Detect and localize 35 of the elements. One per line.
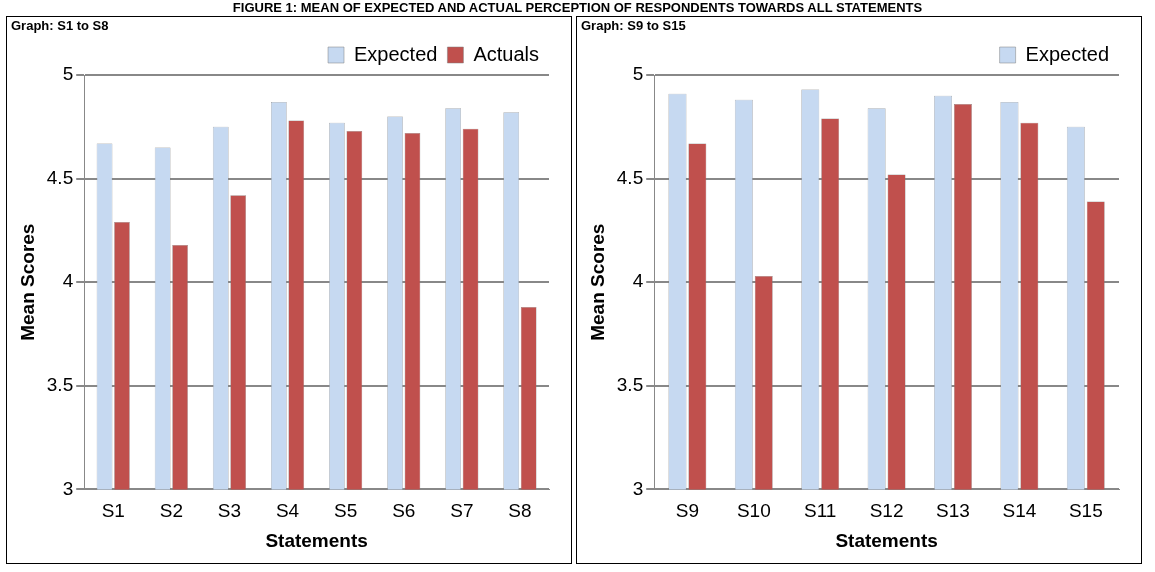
x-tick-label: S15 bbox=[1068, 500, 1103, 522]
y-tick-label: 4.5 bbox=[616, 166, 644, 188]
x-tick-label: S12 bbox=[869, 500, 904, 522]
y-tick-label: 3.5 bbox=[616, 374, 644, 396]
x-tick-label: S10 bbox=[736, 500, 771, 522]
y-tick-label: 3 bbox=[632, 477, 644, 499]
y-tick-label: 4 bbox=[632, 270, 644, 292]
y-tick-label: 4.5 bbox=[46, 166, 74, 188]
legend-label: Expected bbox=[1025, 42, 1109, 65]
x-tick-label: S8 bbox=[508, 500, 532, 522]
x-tick-label: S9 bbox=[675, 500, 700, 522]
x-axis-title: Statements bbox=[835, 529, 938, 551]
x-tick-label: S1 bbox=[101, 500, 125, 522]
y-tick-label: 5 bbox=[632, 63, 644, 85]
x-tick-label: S7 bbox=[450, 500, 474, 522]
chart-subtitle: Graph: S1 to S8 bbox=[10, 17, 110, 35]
x-tick-label: S14 bbox=[1002, 500, 1037, 522]
y-tick-label: 3 bbox=[62, 477, 74, 499]
x-tick-label: S4 bbox=[275, 500, 300, 522]
x-tick-label: S5 bbox=[334, 500, 358, 522]
y-tick-label: 4 bbox=[62, 270, 74, 292]
y-tick-label: 3.5 bbox=[46, 374, 74, 396]
legend-label: Expected bbox=[354, 42, 438, 65]
y-axis-title: Mean Scores bbox=[16, 223, 38, 341]
text: FIGURE 1: MEAN OF EXPECTED AND ACTUAL PERCEPTION OF RESPONDENTS TOWARDS ALL STATEMENTS bbox=[231, 0, 924, 16]
x-tick-label: S2 bbox=[159, 500, 183, 522]
x-tick-label: S6 bbox=[392, 500, 416, 522]
x-tick-label: S3 bbox=[217, 500, 242, 522]
x-tick-label: S11 bbox=[804, 500, 837, 522]
x-axis-title: Statements bbox=[265, 529, 368, 551]
legend-label: Actuals bbox=[473, 42, 540, 65]
chart-subtitle: Graph: S9 to S15 bbox=[580, 17, 687, 35]
y-tick-label: 5 bbox=[62, 63, 74, 85]
x-tick-label: S13 bbox=[936, 500, 970, 522]
y-axis-title: Mean Scores bbox=[586, 223, 608, 341]
